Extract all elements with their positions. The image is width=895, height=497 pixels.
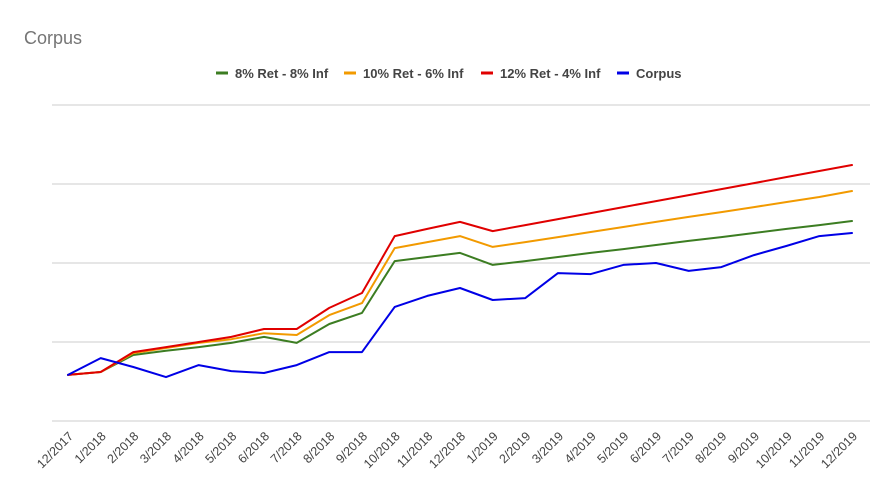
x-tick-label: 12/2019 [818, 429, 860, 471]
x-axis-ticks: 12/20171/20182/20183/20184/20185/20186/2… [34, 429, 860, 471]
x-tick-label: 3/2019 [529, 429, 566, 466]
x-tick-label: 1/2019 [464, 429, 501, 466]
x-tick-label: 7/2019 [660, 429, 697, 466]
x-tick-label: 8/2018 [301, 429, 338, 466]
x-tick-label: 4/2018 [170, 429, 207, 466]
chart-title: Corpus [24, 28, 82, 48]
legend-item-3[interactable]: Corpus [617, 66, 682, 81]
x-tick-label: 6/2019 [627, 429, 664, 466]
x-tick-label: 5/2019 [595, 429, 632, 466]
x-tick-label: 6/2018 [235, 429, 272, 466]
gridlines [52, 104, 870, 422]
x-tick-label: 1/2018 [72, 429, 109, 466]
legend-label: Corpus [636, 66, 682, 81]
legend-label: 8% Ret - 8% Inf [235, 66, 329, 81]
legend-item-2[interactable]: 12% Ret - 4% Inf [481, 66, 601, 81]
series-line-3 [67, 232, 853, 379]
legend-label: 10% Ret - 6% Inf [363, 66, 464, 81]
legend[interactable]: 8% Ret - 8% Inf 10% Ret - 6% Inf 12% Ret -… [216, 66, 682, 81]
legend-item-0[interactable]: 8% Ret - 8% Inf [216, 66, 329, 81]
series-lines [67, 164, 853, 379]
x-tick-label: 12/2018 [426, 429, 468, 471]
x-tick-label: 10/2018 [361, 429, 403, 471]
x-tick-label: 5/2018 [203, 429, 240, 466]
x-tick-label: 2/2019 [497, 429, 534, 466]
x-tick-label: 3/2018 [137, 429, 174, 466]
legend-label: 12% Ret - 4% Inf [500, 66, 601, 81]
x-tick-label: 7/2018 [268, 429, 305, 466]
series-line-0 [67, 220, 853, 376]
series-line-1 [67, 190, 853, 376]
x-tick-label: 12/2017 [34, 429, 76, 471]
series-line-2 [67, 164, 853, 376]
legend-item-1[interactable]: 10% Ret - 6% Inf [344, 66, 464, 81]
x-tick-label: 4/2019 [562, 429, 599, 466]
x-tick-label: 10/2019 [753, 429, 795, 471]
x-tick-label: 2/2018 [105, 429, 142, 466]
x-tick-label: 8/2019 [693, 429, 730, 466]
